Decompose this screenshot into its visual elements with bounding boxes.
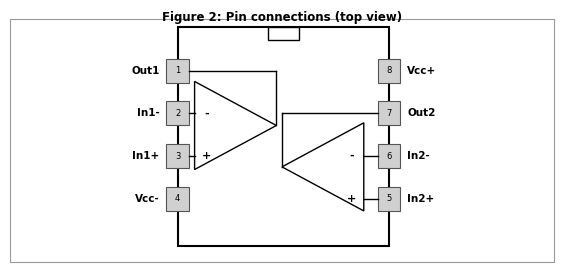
Bar [378,101,400,125]
Bar [378,144,400,168]
Text: In2-: In2- [407,151,430,161]
Text: Vcc+: Vcc+ [407,66,437,76]
Text: Vcc-: Vcc- [135,194,160,204]
Text: 6: 6 [386,152,392,161]
Text: Out2: Out2 [407,108,435,119]
Bar [166,59,189,83]
Bar [166,187,189,211]
Bar [166,144,189,168]
Bar [378,187,400,211]
Text: In1-: In1- [137,108,160,119]
Text: 5: 5 [386,194,392,203]
Bar [178,27,389,246]
Text: In2+: In2+ [407,194,434,204]
Bar [166,101,189,125]
Text: +: + [202,151,212,161]
Text: 7: 7 [386,109,392,118]
Text: 2: 2 [175,109,180,118]
Text: In1+: In1+ [133,151,160,161]
Text: 1: 1 [175,66,180,75]
Bar [268,27,299,40]
Text: Figure 2: Pin connections (top view): Figure 2: Pin connections (top view) [162,11,402,24]
Text: +: + [347,194,356,204]
Text: 3: 3 [175,152,180,161]
Text: -: - [349,151,354,161]
Text: -: - [205,108,209,119]
Text: 8: 8 [386,66,392,75]
Text: 4: 4 [175,194,180,203]
Text: Out1: Out1 [131,66,160,76]
Bar [378,59,400,83]
